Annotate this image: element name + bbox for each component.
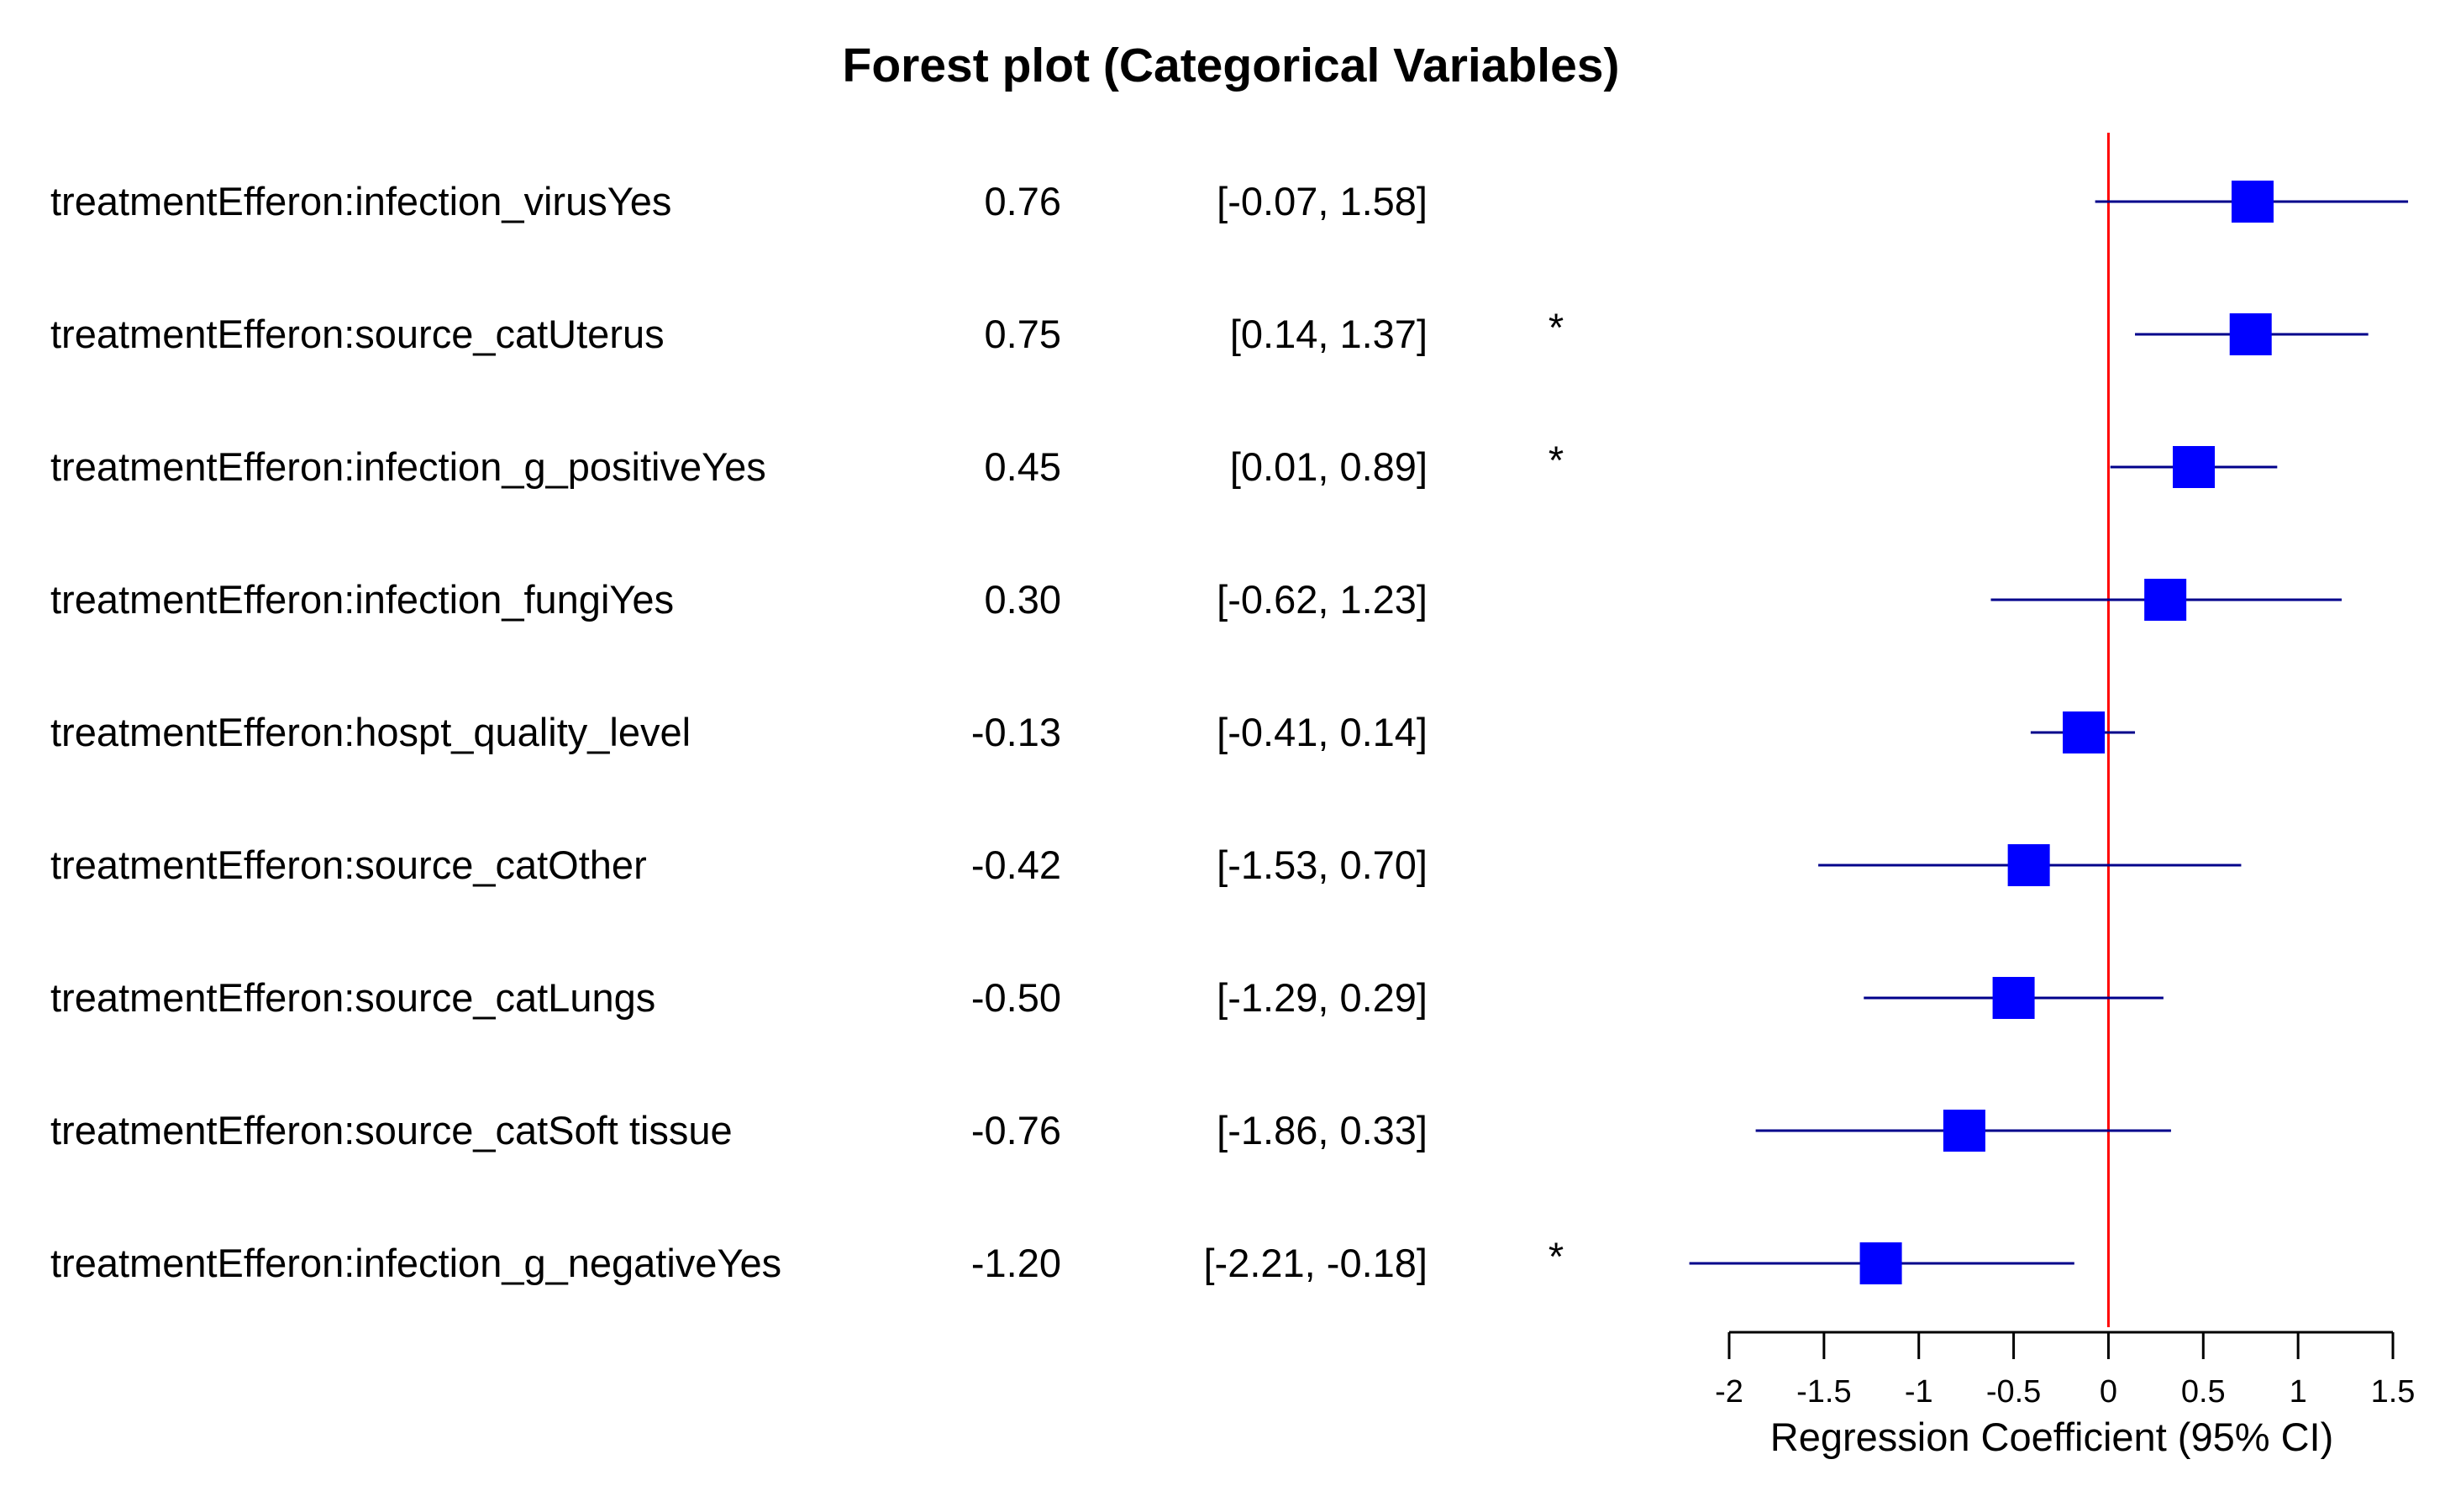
ci-label: [0.01, 0.89] bbox=[1230, 444, 1428, 489]
ci-label: [-1.86, 0.33] bbox=[1217, 1108, 1428, 1152]
row-label: treatmentEfferon:source_catUterus bbox=[50, 312, 665, 356]
estimate-point bbox=[1859, 1242, 1902, 1284]
estimate-point bbox=[2229, 313, 2272, 355]
estimate-label: -0.13 bbox=[971, 710, 1061, 754]
x-tick-label: 1.5 bbox=[2371, 1374, 2416, 1410]
chart-title: Forest plot (Categorical Variables) bbox=[843, 39, 1620, 92]
estimate-label: 0.75 bbox=[985, 312, 1061, 356]
x-tick-label: -1.5 bbox=[1796, 1374, 1851, 1410]
row-label: treatmentEfferon:source_catLungs bbox=[50, 975, 655, 1020]
significance-marker: * bbox=[1548, 1234, 1564, 1278]
x-tick-label: 0 bbox=[2100, 1374, 2117, 1410]
ci-label: [-0.07, 1.58] bbox=[1217, 179, 1428, 223]
forest-rows: treatmentEfferon:infection_virusYes 0.76 [… bbox=[50, 179, 1564, 1285]
ci-label: [-0.41, 0.14] bbox=[1217, 710, 1428, 754]
x-tick-label: -0.5 bbox=[1986, 1374, 2041, 1410]
estimate-point bbox=[2231, 181, 2274, 223]
estimate-point bbox=[2173, 446, 2215, 488]
x-tick-label: 0.5 bbox=[2181, 1374, 2226, 1410]
ci-label: [0.14, 1.37] bbox=[1230, 312, 1428, 356]
estimate-label: -1.20 bbox=[971, 1241, 1061, 1285]
estimate-label: 0.76 bbox=[985, 179, 1061, 223]
ci-label: [-1.53, 0.70] bbox=[1217, 843, 1428, 887]
estimate-label: -0.42 bbox=[971, 843, 1061, 887]
x-axis-title: Regression Coefficient (95% CI) bbox=[1770, 1415, 2333, 1459]
row-label: treatmentEfferon:hospt_quality_level bbox=[50, 710, 691, 754]
x-tick-label: -1 bbox=[1905, 1374, 1933, 1410]
estimate-label: -0.76 bbox=[971, 1108, 1061, 1152]
row-label: treatmentEfferon:infection_fungiYes bbox=[50, 577, 674, 622]
estimate-point bbox=[2063, 711, 2106, 753]
row-label: treatmentEfferon:infection_g_negativeYes bbox=[50, 1241, 781, 1285]
estimate-point bbox=[2144, 579, 2187, 621]
x-tick-label: -2 bbox=[1715, 1374, 1743, 1410]
estimate-label: 0.45 bbox=[985, 444, 1061, 489]
ci-label: [-0.62, 1.23] bbox=[1217, 577, 1428, 622]
row-label: treatmentEfferon:infection_g_positiveYes bbox=[50, 444, 766, 489]
row-label: treatmentEfferon:source_catSoft tissue bbox=[50, 1108, 733, 1152]
significance-marker: * bbox=[1548, 438, 1564, 482]
forest-plot-area bbox=[1689, 133, 2409, 1327]
estimate-point bbox=[2007, 844, 2050, 886]
estimate-label: 0.30 bbox=[985, 577, 1061, 622]
x-axis: -2 -1.5 -1 -0.5 0 0.5 1 1.5 bbox=[1715, 1331, 2416, 1410]
row-label: treatmentEfferon:infection_virusYes bbox=[50, 179, 671, 223]
estimate-point bbox=[1992, 977, 2035, 1019]
ci-label: [-2.21, -0.18] bbox=[1204, 1241, 1428, 1285]
significance-marker: * bbox=[1548, 305, 1564, 349]
ci-label: [-1.29, 0.29] bbox=[1217, 975, 1428, 1020]
estimate-label: -0.50 bbox=[971, 975, 1061, 1020]
estimate-point bbox=[1943, 1110, 1985, 1152]
x-tick-label: 1 bbox=[2290, 1374, 2307, 1410]
row-label: treatmentEfferon:source_catOther bbox=[50, 843, 647, 887]
